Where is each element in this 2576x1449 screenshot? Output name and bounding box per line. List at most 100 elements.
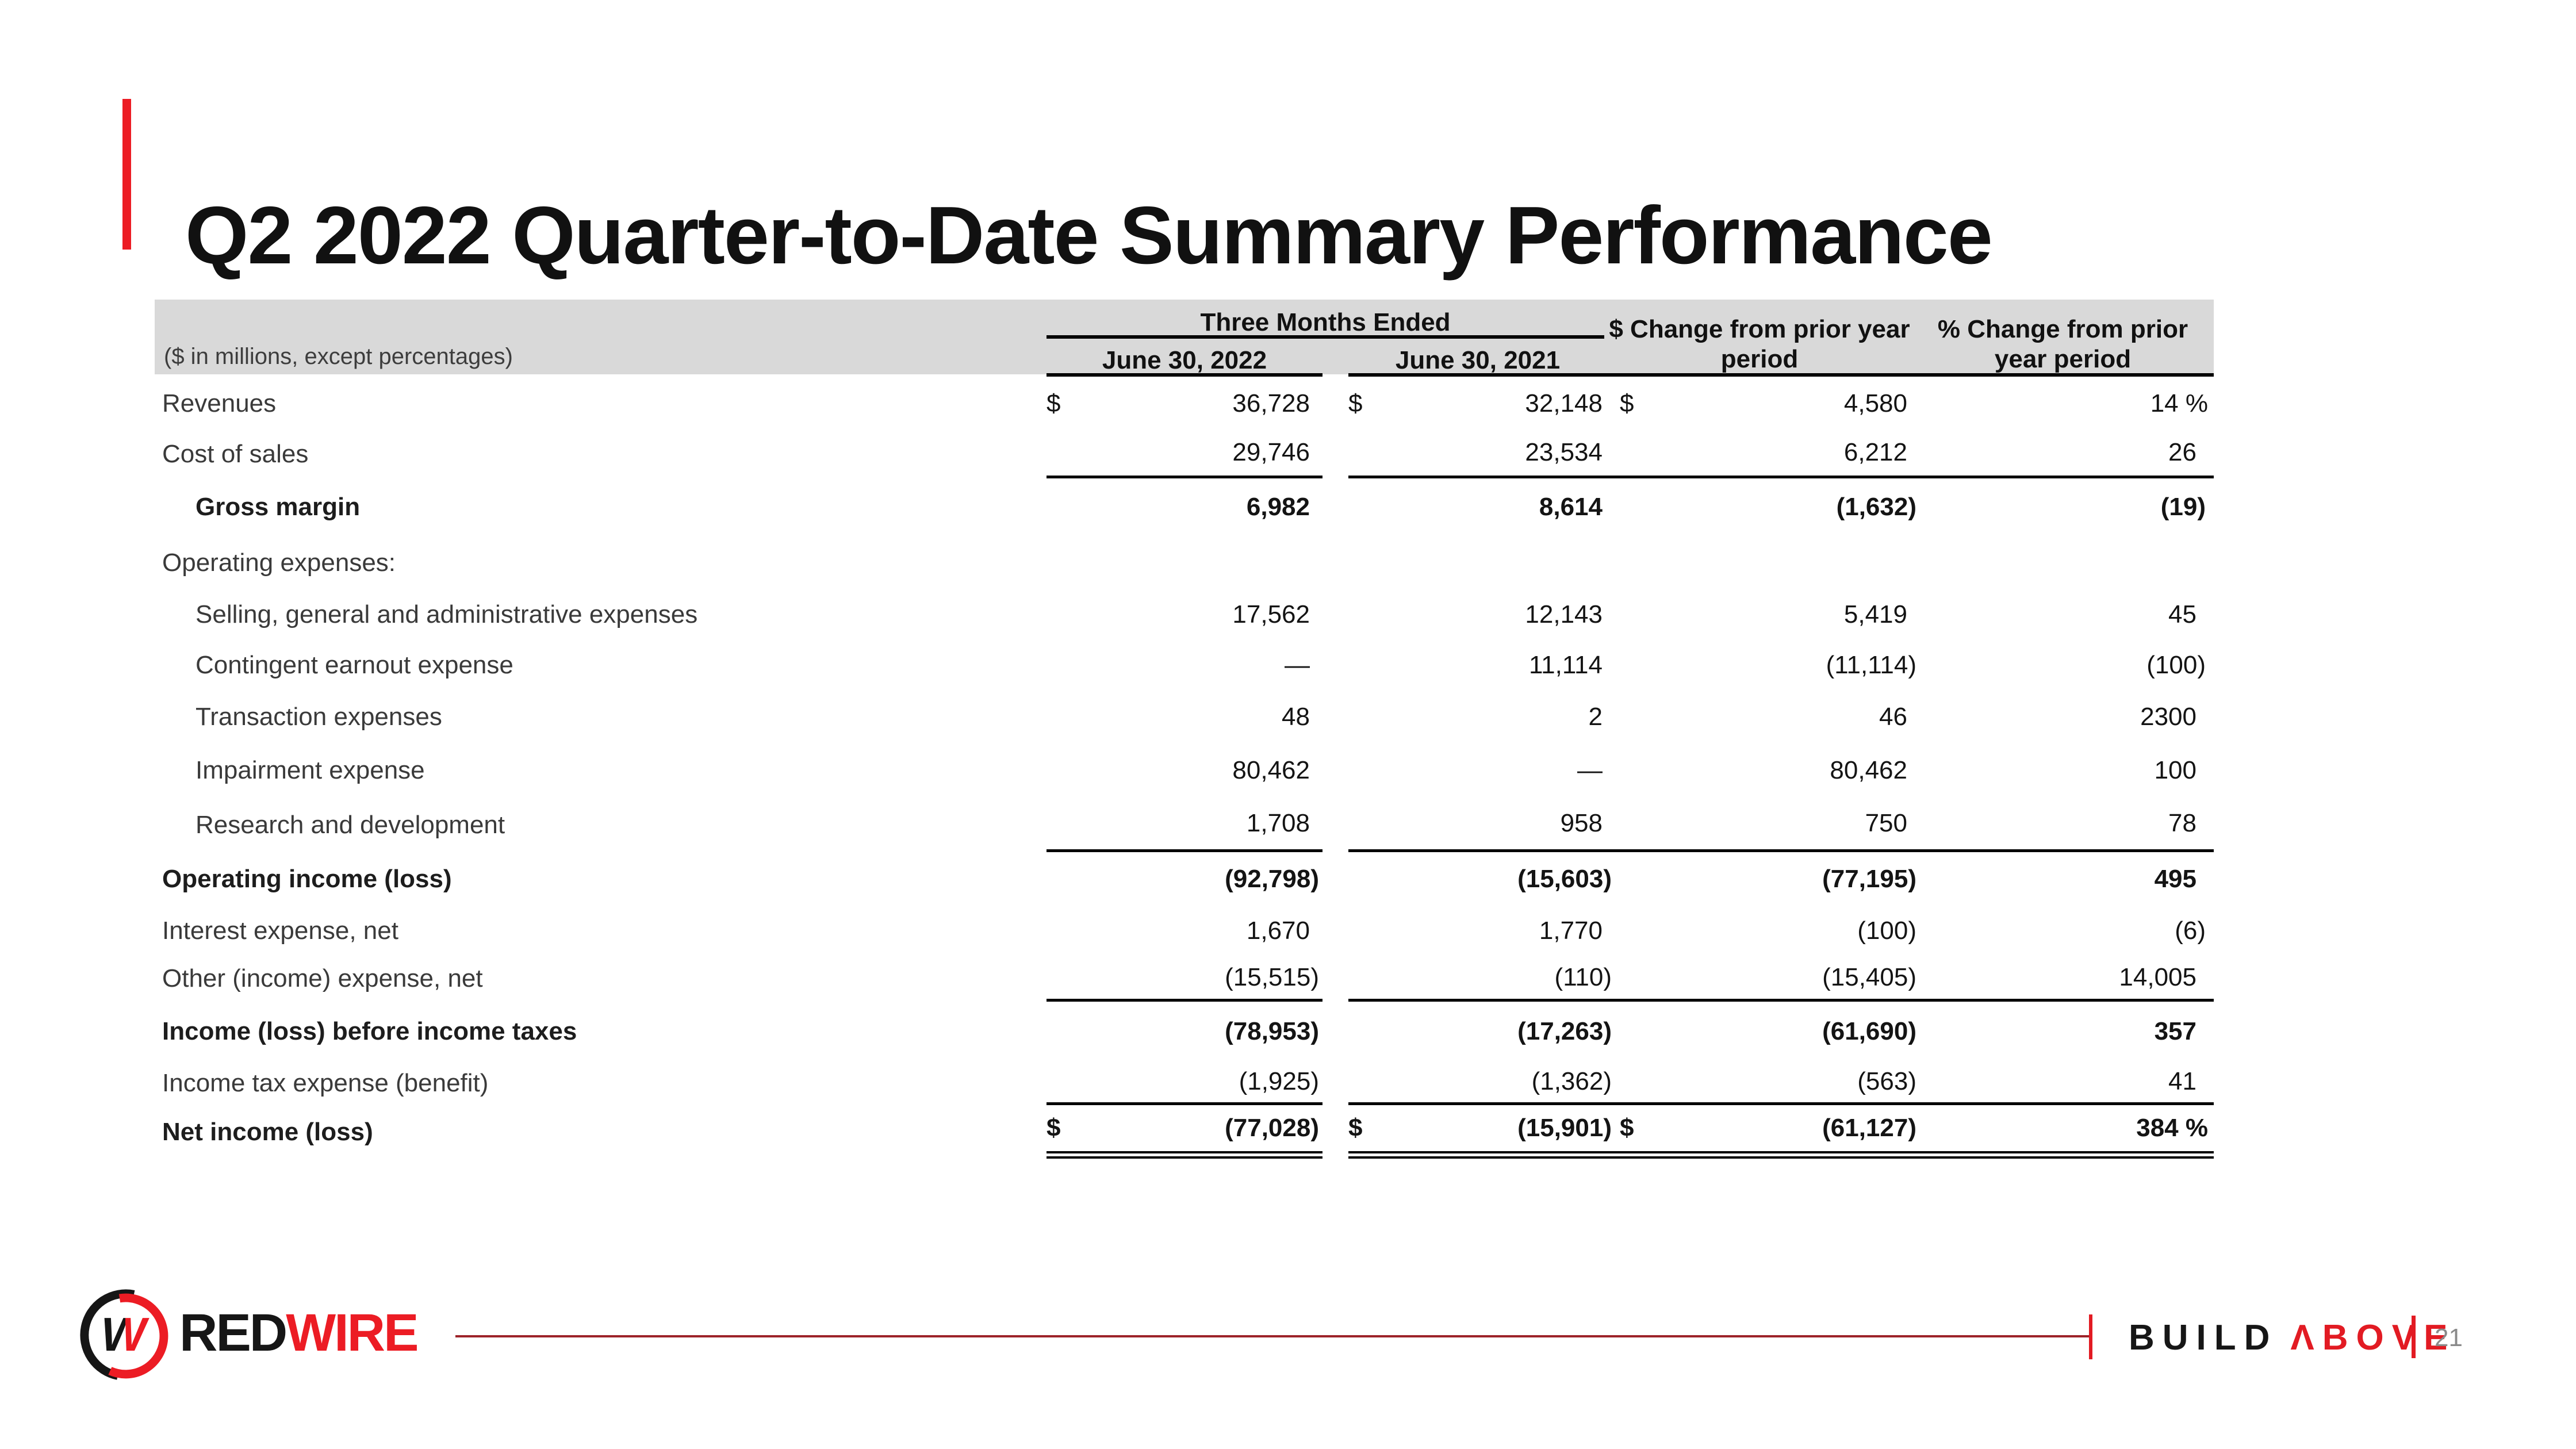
tagline-build: BUILD bbox=[2129, 1318, 2278, 1358]
table-row: Other (income) expense, net (15,515) (110)… bbox=[155, 956, 2214, 1002]
cell-value-pct-change: 384 % bbox=[2136, 1114, 2208, 1142]
cell-value-pct-change: 14,005 bbox=[2119, 963, 2196, 991]
row-label: Income tax expense (benefit) bbox=[162, 1068, 489, 1097]
table-row: Interest expense, net 1,670 1,770 (100) (6) bbox=[155, 906, 2214, 956]
tagline: BUILD ΛBOVE bbox=[2129, 1320, 2455, 1356]
right-columns-group: $32,148 $4,580 14 % bbox=[1348, 378, 2214, 430]
table-row: Operating income (loss) (92,798) (15,603)(… bbox=[155, 852, 2214, 906]
cell-value-pct-change: (19) bbox=[2160, 493, 2206, 521]
table-row: Income tax expense (benefit) (1,925) (1,36… bbox=[155, 1061, 2214, 1105]
cell-value-2021: 8,614 bbox=[1539, 493, 1603, 521]
cell-value-dollar-change: 46 bbox=[1879, 703, 1907, 731]
three-months-underline bbox=[1046, 335, 1604, 339]
column-gap bbox=[1322, 639, 1348, 691]
col-2022-group: 17,562 bbox=[1046, 589, 1322, 639]
table-rows: Revenues $36,728 $32,148 $4,580 14 % Cost of … bbox=[155, 378, 2214, 1159]
row-label: Selling, general and administrative expe… bbox=[195, 600, 698, 628]
cell-value-2022: 80,462 bbox=[1232, 756, 1310, 784]
column-gap bbox=[1322, 956, 1348, 1002]
cell-value-2022: 29,746 bbox=[1232, 438, 1310, 466]
cell-value-2022: (78,953) bbox=[1225, 1017, 1319, 1045]
right-columns-group: 958 750 78 bbox=[1348, 798, 2214, 852]
col-2022-group: (92,798) bbox=[1046, 852, 1322, 906]
cell-value-2022: (77,028) bbox=[1225, 1114, 1319, 1142]
row-label: Other (income) expense, net bbox=[162, 964, 483, 992]
cell-value-dollar-change: (11,114) bbox=[1826, 651, 1916, 679]
cell-value-dollar-change: (1,632) bbox=[1836, 493, 1916, 521]
cell-value-dollar-change: 6,212 bbox=[1843, 438, 1907, 466]
table-row: Impairment expense 80,462 — 80,462 100 bbox=[155, 743, 2214, 798]
row-label: Cost of sales bbox=[162, 439, 309, 468]
cell-value-pct-change: 41 bbox=[2168, 1067, 2196, 1095]
col-2022-group: (78,953) bbox=[1046, 1002, 1322, 1061]
right-columns-group: $ (15,901) $ (61,127) 384 % bbox=[1348, 1105, 2214, 1159]
table-row: Research and development 1,708 958 750 78 bbox=[155, 798, 2214, 852]
row-label: Contingent earnout expense bbox=[195, 651, 513, 679]
column-gap bbox=[1322, 1002, 1348, 1061]
column-gap bbox=[1322, 430, 1348, 478]
cell-value-2022: 17,562 bbox=[1232, 600, 1310, 628]
cell-value-2022: (92,798) bbox=[1225, 864, 1319, 893]
right-columns-group: 11,114 (11,114) (100) bbox=[1348, 639, 2214, 691]
cell-value-dollar-change: (15,405) bbox=[1822, 963, 1916, 991]
cell-value-pct-change: 14 % bbox=[2150, 389, 2208, 417]
cell-value-dollar-change: 750 bbox=[1865, 809, 1907, 837]
right-columns-group: 2 46 2300 bbox=[1348, 691, 2214, 743]
right-columns-group: (1,362) (563) 41 bbox=[1348, 1061, 2214, 1105]
table-row: Operating expenses: bbox=[155, 536, 2214, 589]
row-label: Gross margin bbox=[195, 493, 361, 521]
right-columns-group: (15,603) (77,195) 495 bbox=[1348, 852, 2214, 906]
right-columns-group bbox=[1348, 536, 2214, 589]
column-header-2022: June 30, 2022 bbox=[1102, 346, 1267, 374]
right-columns-group: (17,263) (61,690) 357 bbox=[1348, 1002, 2214, 1061]
row-label: Impairment expense bbox=[195, 756, 425, 784]
cell-value-dollar-change: (77,195) bbox=[1822, 864, 1916, 893]
column-gap bbox=[1322, 743, 1348, 798]
cell-value-2021: (17,263) bbox=[1517, 1017, 1612, 1045]
dollar-change-line2: period bbox=[1720, 345, 1799, 373]
table-row: Cost of sales 29,746 23,534 6,212 26 bbox=[155, 430, 2214, 478]
cell-value-2021: (110) bbox=[1554, 963, 1612, 991]
cell-value-2021: 958 bbox=[1560, 809, 1603, 837]
cell-value-2022: 1,670 bbox=[1246, 916, 1310, 945]
brand-wordmark-red: WIRE bbox=[286, 1304, 419, 1362]
column-header-pct-change: % Change from prior year period bbox=[1912, 315, 2214, 374]
column-gap bbox=[1322, 478, 1348, 536]
header-rule-col1 bbox=[1046, 373, 1322, 377]
column-header-dollar-change: $ Change from prior year period bbox=[1607, 315, 1912, 374]
right-columns-group: 12,143 5,419 45 bbox=[1348, 589, 2214, 639]
title-accent-bar bbox=[122, 99, 131, 250]
cell-value-pct-change: 26 bbox=[2168, 438, 2196, 466]
currency-symbol: $ bbox=[1348, 389, 1363, 417]
currency-symbol: $ bbox=[1348, 1114, 1363, 1142]
table-header-band: ($ in millions, except percentages) Thre… bbox=[155, 300, 2214, 374]
cell-value-dollar-change: (61,127) bbox=[1822, 1114, 1916, 1142]
column-group-header: Three Months Ended bbox=[1200, 308, 1451, 336]
cell-value-2022: — bbox=[1285, 651, 1310, 679]
cell-value-dollar-change: 5,419 bbox=[1843, 600, 1907, 628]
brand-wordmark: REDWIRE bbox=[179, 1304, 419, 1362]
cell-value-dollar-change: (61,690) bbox=[1822, 1017, 1916, 1045]
units-note: ($ in millions, except percentages) bbox=[164, 344, 513, 369]
redwire-logo-icon: W bbox=[80, 1289, 168, 1380]
col-2022-group: $36,728 bbox=[1046, 378, 1322, 430]
cell-value-pct-change: 78 bbox=[2168, 809, 2196, 837]
dollar-change-line1: $ Change from prior year bbox=[1609, 315, 1910, 343]
right-columns-group: 8,614 (1,632) (19) bbox=[1348, 478, 2214, 536]
cell-value-pct-change: 357 bbox=[2154, 1017, 2196, 1045]
cell-value-2022: (1,925) bbox=[1239, 1067, 1319, 1095]
right-columns-group: (110) (15,405) 14,005 bbox=[1348, 956, 2214, 1002]
header-rule-cols234 bbox=[1348, 373, 2214, 377]
cell-value-pct-change: (100) bbox=[2146, 651, 2206, 679]
currency-symbol: $ bbox=[1046, 389, 1061, 417]
cell-value-2021: 11,114 bbox=[1528, 651, 1603, 679]
cell-value-pct-change: 100 bbox=[2154, 756, 2196, 784]
table-row: Income (loss) before income taxes (78,953… bbox=[155, 1002, 2214, 1061]
row-label: Income (loss) before income taxes bbox=[162, 1017, 577, 1045]
cell-value-2022: (15,515) bbox=[1225, 963, 1319, 991]
row-label: Net income (loss) bbox=[162, 1117, 373, 1146]
col-2022-group: (1,925) bbox=[1046, 1061, 1322, 1105]
cell-value-2021: (1,362) bbox=[1531, 1067, 1612, 1095]
currency-symbol: $ bbox=[1620, 389, 1634, 417]
